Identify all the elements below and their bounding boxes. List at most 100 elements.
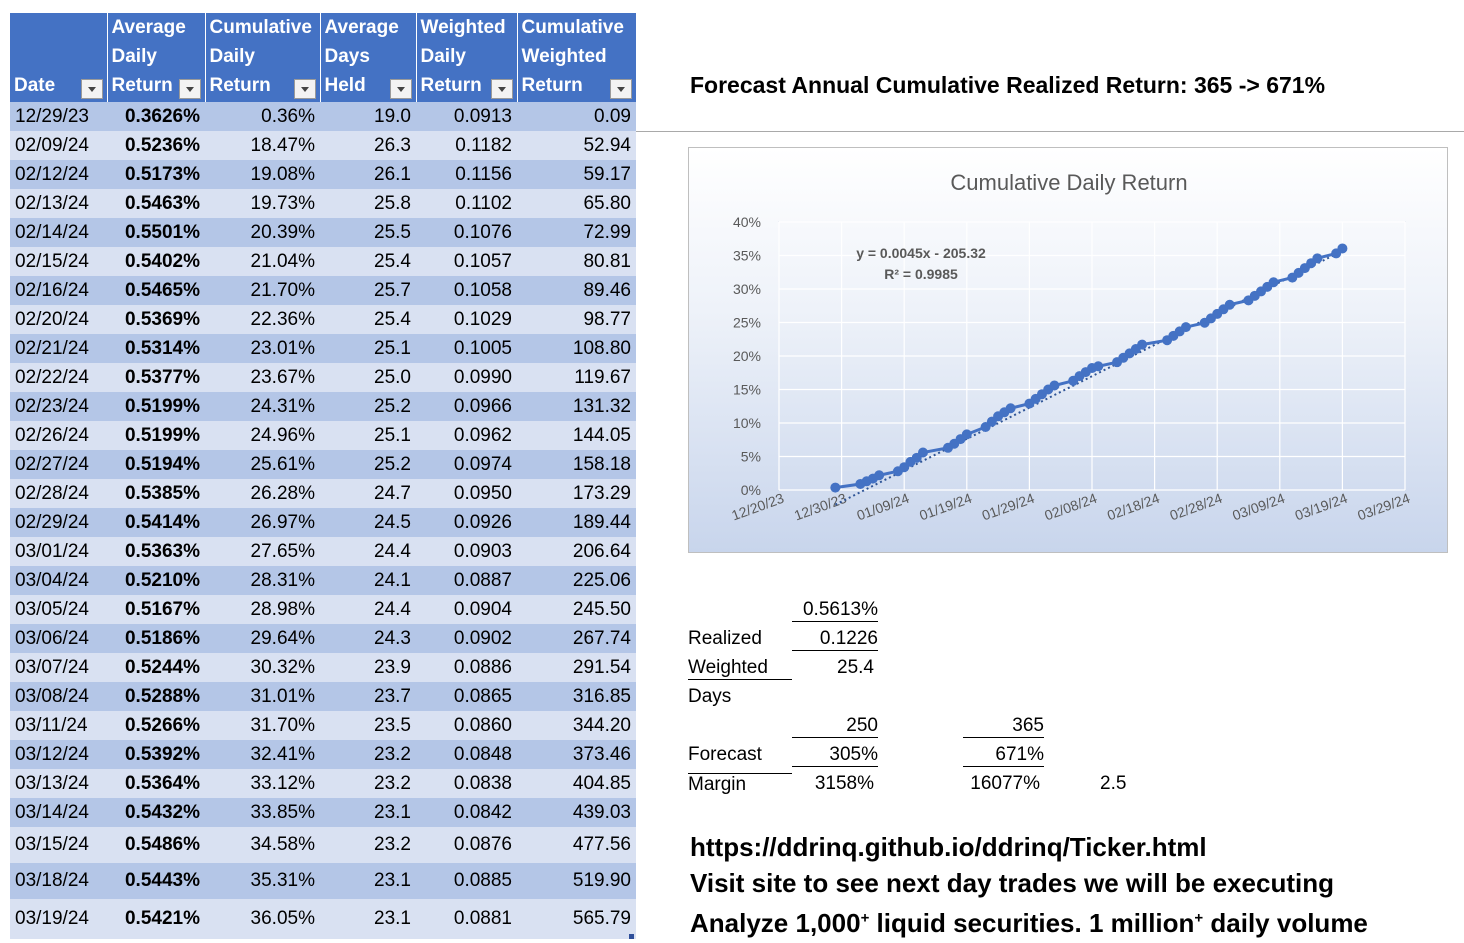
table-cell[interactable]: 98.77 bbox=[517, 305, 636, 334]
table-cell[interactable]: 131.32 bbox=[517, 392, 636, 421]
table-resize-handle[interactable] bbox=[629, 934, 634, 939]
table-cell[interactable]: 03/12/24 bbox=[10, 740, 107, 769]
table-cell[interactable]: 173.29 bbox=[517, 479, 636, 508]
table-cell[interactable]: 23.7 bbox=[320, 682, 416, 711]
table-cell[interactable]: 52.94 bbox=[517, 131, 636, 160]
table-cell[interactable]: 33.12% bbox=[205, 769, 320, 798]
table-cell[interactable]: 03/04/24 bbox=[10, 566, 107, 595]
table-cell[interactable]: 0.1057 bbox=[416, 247, 517, 276]
table-cell[interactable]: 0.0950 bbox=[416, 479, 517, 508]
cumulative-return-chart[interactable]: 0% 5% 10% 15% 20% 25% 30% 35% 40% 12/20/23 12/30/2… bbox=[688, 147, 1448, 553]
table-cell[interactable]: 80.81 bbox=[517, 247, 636, 276]
table-cell[interactable]: 02/29/24 bbox=[10, 508, 107, 537]
table-cell[interactable]: 0.1182 bbox=[416, 131, 517, 160]
table-cell[interactable]: 02/21/24 bbox=[10, 334, 107, 363]
table-cell[interactable]: 26.28% bbox=[205, 479, 320, 508]
table-cell[interactable]: 0.5210% bbox=[107, 566, 205, 595]
table-cell[interactable]: 0.0886 bbox=[416, 653, 517, 682]
table-cell[interactable]: 25.61% bbox=[205, 450, 320, 479]
table-cell[interactable]: 0.0974 bbox=[416, 450, 517, 479]
table-cell[interactable]: 0.5501% bbox=[107, 218, 205, 247]
table-cell[interactable]: 119.67 bbox=[517, 363, 636, 392]
table-cell[interactable]: 0.5236% bbox=[107, 131, 205, 160]
table-cell[interactable]: 02/15/24 bbox=[10, 247, 107, 276]
table-cell[interactable]: 03/08/24 bbox=[10, 682, 107, 711]
table-cell[interactable]: 02/09/24 bbox=[10, 131, 107, 160]
table-cell[interactable]: 25.0 bbox=[320, 363, 416, 392]
table-cell[interactable]: 0.0887 bbox=[416, 566, 517, 595]
table-cell[interactable]: 373.46 bbox=[517, 740, 636, 769]
table-cell[interactable]: 291.54 bbox=[517, 653, 636, 682]
table-cell[interactable]: 02/13/24 bbox=[10, 189, 107, 218]
table-cell[interactable]: 03/15/24 bbox=[10, 827, 107, 863]
table-cell[interactable]: 27.65% bbox=[205, 537, 320, 566]
table-cell[interactable]: 0.0913 bbox=[416, 102, 517, 131]
table-cell[interactable]: 0.0962 bbox=[416, 421, 517, 450]
table-cell[interactable]: 19.73% bbox=[205, 189, 320, 218]
table-cell[interactable]: 0.5194% bbox=[107, 450, 205, 479]
table-cell[interactable]: 439.03 bbox=[517, 798, 636, 827]
table-cell[interactable]: 23.01% bbox=[205, 334, 320, 363]
table-cell[interactable]: 0.0926 bbox=[416, 508, 517, 537]
table-cell[interactable]: 31.01% bbox=[205, 682, 320, 711]
filter-dropdown-button[interactable] bbox=[609, 79, 632, 99]
table-cell[interactable]: 0.0848 bbox=[416, 740, 517, 769]
table-cell[interactable]: 24.4 bbox=[320, 595, 416, 624]
ticker-link[interactable]: https://ddrinq.github.io/ddrinq/Ticker.h… bbox=[690, 832, 1207, 862]
table-cell[interactable]: 24.5 bbox=[320, 508, 416, 537]
table-cell[interactable]: 59.17 bbox=[517, 160, 636, 189]
table-cell[interactable]: 22.36% bbox=[205, 305, 320, 334]
table-cell[interactable]: 24.3 bbox=[320, 624, 416, 653]
table-cell[interactable]: 23.2 bbox=[320, 769, 416, 798]
table-cell[interactable]: 344.20 bbox=[517, 711, 636, 740]
table-cell[interactable]: 24.4 bbox=[320, 537, 416, 566]
table-cell[interactable]: 0.5463% bbox=[107, 189, 205, 218]
table-cell[interactable]: 0.1156 bbox=[416, 160, 517, 189]
table-cell[interactable]: 23.1 bbox=[320, 798, 416, 827]
filter-dropdown-button[interactable] bbox=[389, 79, 412, 99]
table-cell[interactable]: 24.96% bbox=[205, 421, 320, 450]
table-cell[interactable]: 03/01/24 bbox=[10, 537, 107, 566]
table-cell[interactable]: 477.56 bbox=[517, 827, 636, 863]
table-cell[interactable]: 24.1 bbox=[320, 566, 416, 595]
table-cell[interactable]: 32.41% bbox=[205, 740, 320, 769]
table-cell[interactable]: 25.2 bbox=[320, 450, 416, 479]
table-cell[interactable]: 267.74 bbox=[517, 624, 636, 653]
table-cell[interactable]: 30.32% bbox=[205, 653, 320, 682]
table-cell[interactable]: 28.98% bbox=[205, 595, 320, 624]
table-cell[interactable]: 23.2 bbox=[320, 740, 416, 769]
table-cell[interactable]: 158.18 bbox=[517, 450, 636, 479]
table-cell[interactable]: 225.06 bbox=[517, 566, 636, 595]
table-cell[interactable]: 02/12/24 bbox=[10, 160, 107, 189]
table-cell[interactable]: 02/20/24 bbox=[10, 305, 107, 334]
table-cell[interactable]: 0.5167% bbox=[107, 595, 205, 624]
table-cell[interactable]: 0.5443% bbox=[107, 863, 205, 899]
table-cell[interactable]: 0.1005 bbox=[416, 334, 517, 363]
table-cell[interactable]: 23.1 bbox=[320, 899, 416, 939]
table-cell[interactable]: 565.79 bbox=[517, 899, 636, 939]
table-cell[interactable]: 0.5199% bbox=[107, 421, 205, 450]
table-cell[interactable]: 25.2 bbox=[320, 392, 416, 421]
table-cell[interactable]: 0.0904 bbox=[416, 595, 517, 624]
table-cell[interactable]: 26.3 bbox=[320, 131, 416, 160]
table-cell[interactable]: 02/28/24 bbox=[10, 479, 107, 508]
table-cell[interactable]: 0.5314% bbox=[107, 334, 205, 363]
table-cell[interactable]: 23.2 bbox=[320, 827, 416, 863]
table-cell[interactable]: 0.36% bbox=[205, 102, 320, 131]
table-cell[interactable]: 02/23/24 bbox=[10, 392, 107, 421]
table-cell[interactable]: 89.46 bbox=[517, 276, 636, 305]
table-cell[interactable]: 206.64 bbox=[517, 537, 636, 566]
table-cell[interactable]: 21.70% bbox=[205, 276, 320, 305]
table-cell[interactable]: 02/14/24 bbox=[10, 218, 107, 247]
table-cell[interactable]: 0.1102 bbox=[416, 189, 517, 218]
table-cell[interactable]: 03/06/24 bbox=[10, 624, 107, 653]
table-cell[interactable]: 0.09 bbox=[517, 102, 636, 131]
table-cell[interactable]: 21.04% bbox=[205, 247, 320, 276]
table-cell[interactable]: 0.0842 bbox=[416, 798, 517, 827]
table-cell[interactable]: 404.85 bbox=[517, 769, 636, 798]
table-cell[interactable]: 0.5364% bbox=[107, 769, 205, 798]
table-cell[interactable]: 0.5244% bbox=[107, 653, 205, 682]
filter-dropdown-button[interactable] bbox=[178, 79, 201, 99]
table-cell[interactable]: 03/07/24 bbox=[10, 653, 107, 682]
table-cell[interactable]: 0.5377% bbox=[107, 363, 205, 392]
